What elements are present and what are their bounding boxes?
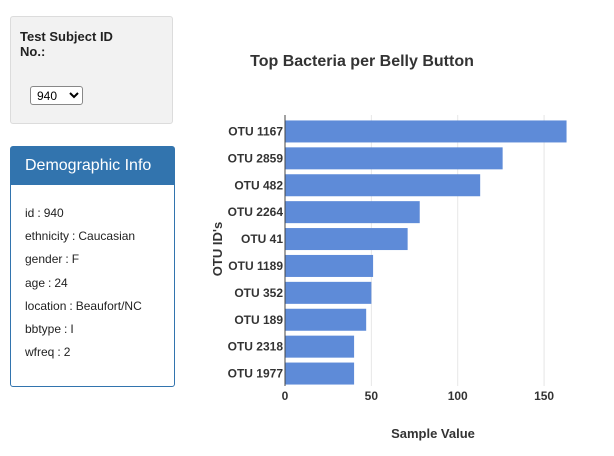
demographic-separator: :	[37, 206, 41, 220]
subject-selector-well	[10, 16, 173, 124]
selector-holder: 940	[10, 16, 173, 124]
demographic-value: Beaufort/NC	[75, 298, 142, 313]
chart-bar[interactable]	[285, 362, 355, 385]
demographic-separator: :	[57, 345, 61, 360]
x-tick-label: 100	[448, 389, 468, 403]
x-tick-label: 150	[534, 389, 554, 403]
chart-bar[interactable]	[285, 174, 481, 197]
y-tick-label: OTU 1167	[228, 124, 283, 138]
y-tick-label: OTU 352	[234, 286, 283, 300]
y-tick-label: OTU 1977	[228, 367, 284, 381]
demographic-key: location	[25, 298, 67, 313]
y-tick-label: OTU 189	[234, 313, 283, 327]
y-tick-label: OTU 2318	[228, 340, 284, 354]
demographic-row-id: id:940	[25, 207, 174, 219]
demographic-value: Caucasian	[78, 229, 136, 244]
demographic-separator: :	[48, 275, 52, 290]
y-tick-labels: OTU 1167 OTU 2859 OTU 482 OTU 2264 OTU 41 OTU…	[228, 124, 284, 380]
demographic-panel: Demographic Info id:940 ethnicity: Caucasi…	[10, 146, 175, 387]
chart-bar[interactable]	[285, 335, 355, 358]
demographic-value: F	[71, 252, 80, 267]
demographic-key: ethnicity	[25, 229, 70, 244]
demographic-value: 24	[54, 275, 68, 290]
y-tick-label: OTU 2859	[228, 151, 284, 165]
demographic-key: id	[25, 206, 35, 220]
demographic-row-bbtype: bbtype: I	[25, 323, 174, 335]
bar-chart: Top Bacteria per Belly Button OTU 1167OT…	[210, 53, 567, 441]
chart-bar[interactable]	[285, 228, 408, 251]
chart-bars	[285, 120, 567, 385]
demographic-key: wfreq	[25, 345, 55, 360]
chart-bar[interactable]	[285, 281, 372, 304]
y-tick-label: OTU 41	[241, 232, 283, 246]
x-tick-label: 50	[365, 389, 379, 403]
subject-selector-label: Test Subject ID No.:	[20, 29, 113, 59]
demographic-key: bbtype	[25, 321, 62, 336]
demographic-value: 940	[43, 206, 64, 220]
y-tick-label: OTU 2264	[228, 205, 284, 219]
demographic-value: 2	[63, 345, 71, 360]
y-tick-label: OTU 1189	[228, 259, 283, 273]
demographic-key: gender	[25, 252, 63, 267]
demographic-separator: :	[64, 321, 68, 336]
demographic-row-location: location: Beaufort/NC	[25, 300, 174, 312]
demographic-value: I	[70, 321, 74, 336]
demographic-separator: :	[65, 252, 69, 267]
demographic-row-gender: gender: F	[25, 253, 174, 265]
x-tick-label: 0	[282, 389, 289, 403]
demographic-panel-heading: Demographic Info	[11, 147, 174, 185]
chart-bar[interactable]	[285, 254, 374, 277]
demographic-row-ethnicity: ethnicity: Caucasian	[25, 230, 174, 242]
x-axis-label: Sample Value	[391, 426, 475, 441]
x-tick-labels: 0 50 100 150	[282, 389, 555, 403]
y-axis-label: OTU ID's	[210, 222, 225, 276]
y-tick-label: OTU 482	[234, 178, 283, 192]
demographic-row-age: age:24	[25, 277, 174, 289]
chart-bar[interactable]	[285, 120, 567, 143]
chart-bar[interactable]	[285, 308, 367, 331]
demographic-key: age	[25, 275, 46, 290]
chart-title: Top Bacteria per Belly Button	[250, 53, 474, 70]
chart-bar[interactable]	[285, 201, 420, 224]
demographic-separator: :	[69, 298, 73, 313]
demographic-separator: :	[72, 229, 76, 244]
subject-id-select[interactable]: 940	[30, 86, 83, 105]
demographic-row-wfreq: wfreq:2	[25, 346, 174, 358]
chart-bar[interactable]	[285, 147, 503, 170]
